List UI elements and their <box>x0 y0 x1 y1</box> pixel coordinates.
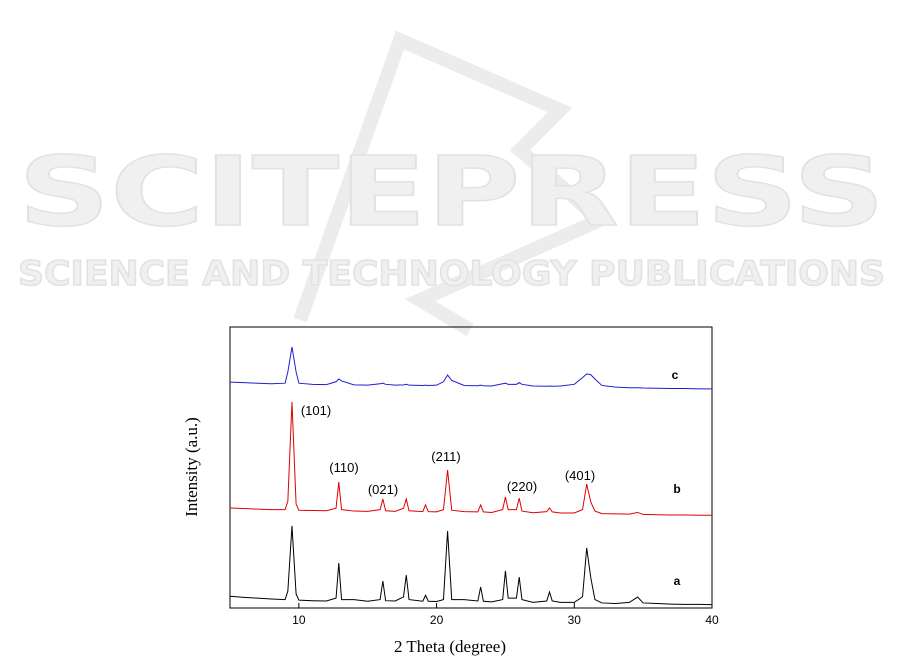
watermark-shape <box>293 30 613 337</box>
series-line <box>229 346 712 390</box>
peak-annotation: (110) <box>329 460 358 475</box>
watermark-subtitle: SCIENCE AND TECHNOLOGY PUBLICATIONS <box>18 254 885 294</box>
x-tick-label: 20 <box>430 613 444 627</box>
watermark-title: SCITEPRESS <box>18 136 885 248</box>
x-tick-label: 30 <box>568 613 582 627</box>
y-axis-title: Intensity (a.u.) <box>182 417 201 517</box>
peak-annotation: (401) <box>565 468 595 483</box>
watermark: SCITEPRESS SCIENCE AND TECHNOLOGY PUBLIC… <box>17 30 886 337</box>
series-label: b <box>673 482 680 496</box>
peak-annotation: (101) <box>301 403 331 418</box>
peak-annotation: (211) <box>431 449 460 464</box>
series-line <box>229 402 712 516</box>
x-tick-label: 40 <box>705 613 719 627</box>
series-line <box>229 525 713 606</box>
series-label: a <box>674 574 681 588</box>
peak-annotation: (220) <box>507 479 537 494</box>
x-tick-label: 10 <box>292 613 306 627</box>
series-label: c <box>672 368 679 382</box>
plot-frame <box>229 326 713 609</box>
x-axis-title: 2 Theta (degree) <box>394 637 506 656</box>
peak-annotation: (021) <box>368 482 398 497</box>
